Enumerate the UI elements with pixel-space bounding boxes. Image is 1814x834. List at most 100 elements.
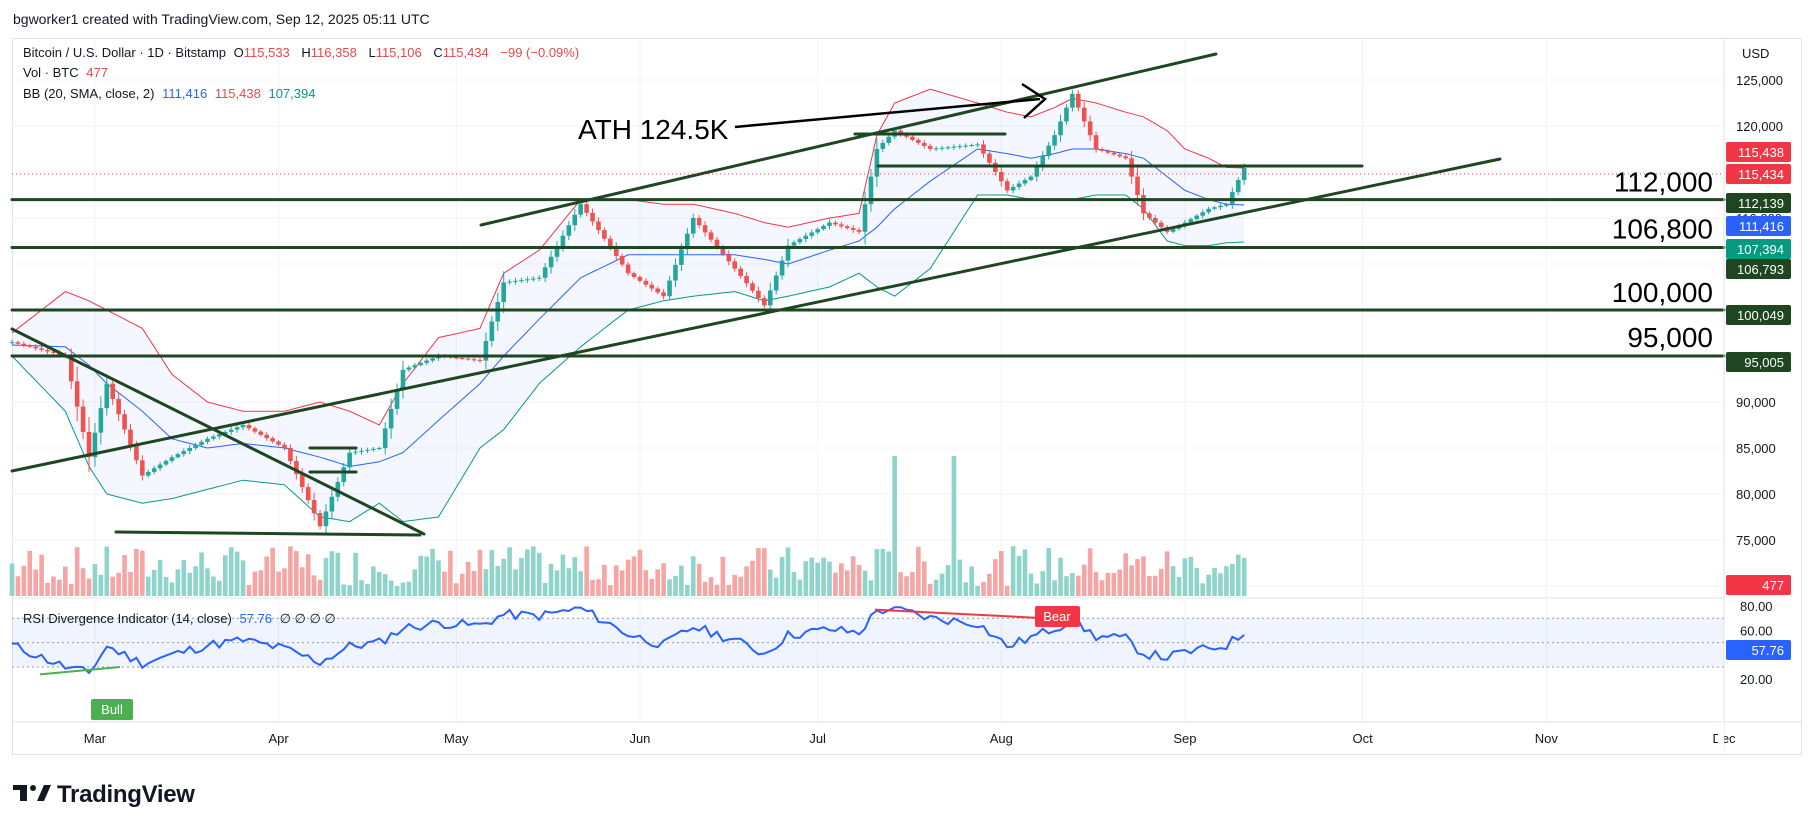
candle-body bbox=[927, 145, 933, 149]
volume-bar bbox=[1117, 569, 1123, 596]
volume-bar bbox=[880, 549, 886, 596]
volume-bar bbox=[1016, 555, 1022, 596]
candle-body bbox=[1135, 176, 1140, 195]
volume-bar bbox=[602, 564, 607, 596]
volume-bar bbox=[187, 573, 193, 596]
candle-body bbox=[613, 247, 619, 256]
volume-bar bbox=[1040, 571, 1046, 596]
volume-bar bbox=[27, 550, 33, 596]
volume-bar bbox=[791, 571, 797, 596]
bb-legend: BB (20, SMA, close, 2) 111,416 115,438 1… bbox=[23, 86, 319, 102]
volume-bar bbox=[252, 571, 258, 596]
candle-body bbox=[15, 342, 21, 344]
candle-body bbox=[762, 298, 767, 306]
volume-bar bbox=[904, 576, 909, 596]
volume-bar bbox=[1046, 548, 1051, 596]
volume-bar bbox=[613, 565, 619, 596]
candle-body bbox=[1070, 93, 1075, 108]
candle-body bbox=[1188, 219, 1194, 223]
candle-body bbox=[987, 153, 992, 163]
high-value: 116,358 bbox=[310, 45, 357, 60]
candle-body bbox=[880, 142, 886, 149]
volume-bar bbox=[1081, 564, 1087, 596]
volume-bar bbox=[199, 552, 204, 596]
volume-bar bbox=[1158, 568, 1164, 596]
candle-body bbox=[1040, 155, 1046, 167]
volume-bar bbox=[542, 582, 548, 596]
drawn-trendlines[interactable] bbox=[10, 52, 1726, 537]
candle-body bbox=[850, 228, 856, 230]
price-badge-label: 95,005 bbox=[1744, 355, 1784, 370]
candle-body bbox=[430, 358, 435, 361]
volume-bar bbox=[1212, 567, 1217, 596]
candle-body bbox=[424, 360, 429, 363]
volume-bar bbox=[86, 578, 92, 596]
candle-body bbox=[655, 288, 661, 293]
time-tick-label: Jul bbox=[809, 731, 826, 746]
candle-body bbox=[602, 230, 607, 239]
candle-body bbox=[625, 264, 631, 274]
price-tick-label: 80,000 bbox=[1736, 487, 1776, 502]
volume-bar bbox=[933, 579, 939, 596]
volume-bar bbox=[15, 576, 21, 596]
volume-bar bbox=[400, 582, 406, 596]
candle-body bbox=[1153, 218, 1158, 223]
volume-bar bbox=[720, 556, 726, 596]
candle-body bbox=[673, 264, 678, 281]
symbol-name[interactable]: Bitcoin / U.S. Dollar · 1D · Bitstamp bbox=[23, 45, 226, 60]
candle-body bbox=[92, 432, 98, 458]
volume-bar bbox=[608, 585, 613, 596]
volume-bar bbox=[140, 550, 145, 596]
bb-fill bbox=[12, 89, 1245, 522]
price-badge bbox=[1726, 575, 1791, 595]
candle-body bbox=[21, 343, 27, 346]
volume-bar bbox=[1194, 567, 1200, 596]
volume-bar bbox=[122, 555, 127, 596]
tradingview-logo-icon bbox=[13, 782, 51, 810]
candle-body bbox=[483, 341, 489, 361]
volume-bar bbox=[145, 576, 151, 596]
tradingview-logo[interactable]: TradingView bbox=[13, 781, 195, 810]
volume-bar bbox=[1111, 572, 1117, 596]
volume-bar bbox=[21, 565, 27, 596]
volume-bar bbox=[63, 566, 68, 596]
price-tick-label: 85,000 bbox=[1736, 441, 1776, 456]
candles bbox=[9, 89, 1247, 534]
bb-label[interactable]: BB (20, SMA, close, 2) bbox=[23, 86, 155, 101]
currency-selector[interactable]: USD bbox=[1742, 46, 1770, 61]
candle-body bbox=[1093, 135, 1099, 149]
candle-body bbox=[981, 144, 986, 154]
volume-bar bbox=[240, 560, 246, 596]
volume-bar bbox=[655, 569, 661, 596]
volume-label[interactable]: Vol · BTC bbox=[23, 65, 79, 80]
volume-bar bbox=[442, 571, 447, 596]
time-tick-label: Dec bbox=[1712, 731, 1736, 746]
rsi-label[interactable]: RSI Divergence Indicator (14, close) bbox=[23, 611, 232, 626]
candle-body bbox=[833, 222, 838, 225]
price-badge bbox=[1726, 216, 1791, 236]
candle-body bbox=[898, 130, 903, 134]
price-badge-label: 115,434 bbox=[1738, 167, 1784, 182]
candle-body bbox=[750, 283, 755, 291]
volume-bar bbox=[1034, 583, 1040, 596]
volume-bar bbox=[785, 547, 791, 596]
level-label-95000: 95,000 bbox=[1627, 322, 1713, 353]
candle-body bbox=[714, 239, 720, 247]
candle-body bbox=[945, 147, 951, 149]
volume-bar bbox=[501, 558, 506, 596]
tradingview-logo-text: TradingView bbox=[57, 781, 195, 808]
candle-body bbox=[548, 256, 554, 268]
candle-body bbox=[536, 277, 542, 279]
time-tick-label: Apr bbox=[268, 731, 289, 746]
candle-body bbox=[791, 242, 797, 246]
rsi-tick-label: 20.00 bbox=[1740, 672, 1773, 687]
candle-body bbox=[258, 431, 264, 435]
volume-bar bbox=[157, 559, 163, 596]
time-tick-label: May bbox=[444, 731, 469, 746]
volume-bar bbox=[246, 585, 252, 596]
volume-bar bbox=[1153, 575, 1158, 596]
volume-bar bbox=[264, 556, 270, 596]
volume-bar bbox=[104, 546, 110, 596]
volume-bar bbox=[969, 566, 974, 596]
